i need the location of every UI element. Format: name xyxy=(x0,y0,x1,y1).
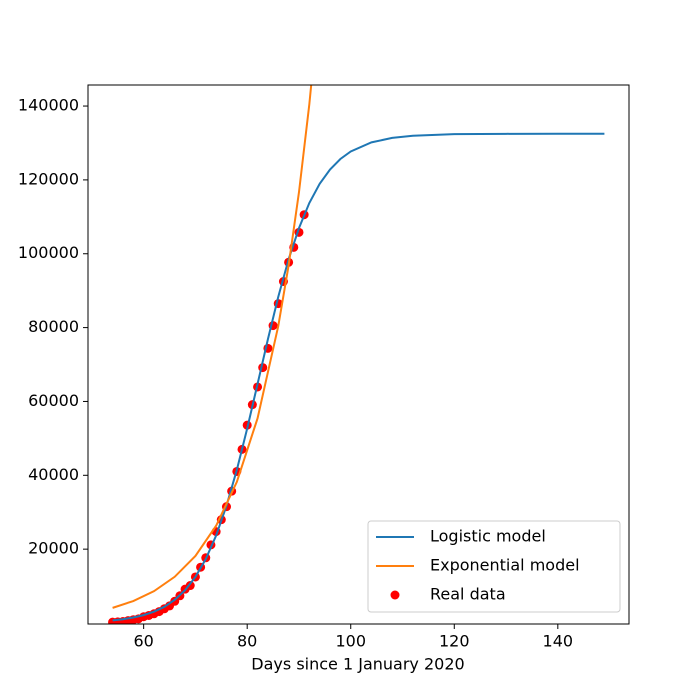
y-tick-label: 20000 xyxy=(28,539,79,558)
y-tick-label: 60000 xyxy=(28,391,79,410)
plot-area xyxy=(108,85,605,624)
legend-label: Real data xyxy=(430,585,506,604)
x-tick-label: 100 xyxy=(335,632,366,651)
y-tick-label: 120000 xyxy=(18,169,79,188)
y-tick-label: 80000 xyxy=(28,317,79,336)
x-tick-label: 120 xyxy=(439,632,470,651)
y-tick-label: 140000 xyxy=(18,96,79,115)
y-tick-label: 100000 xyxy=(18,243,79,262)
y-tick-label: 40000 xyxy=(28,465,79,484)
line-series xyxy=(112,132,605,622)
legend-marker xyxy=(390,590,400,600)
legend-label: Exponential model xyxy=(430,556,580,575)
legend-label: Logistic model xyxy=(430,527,546,546)
x-tick-label: 140 xyxy=(543,632,574,651)
line-series xyxy=(112,85,313,609)
legend-box xyxy=(367,520,621,613)
axes-frame xyxy=(87,84,630,625)
x-tick-label: 80 xyxy=(237,632,257,651)
x-axis-label: Days since 1 January 2020 xyxy=(251,655,464,674)
x-tick-label: 60 xyxy=(133,632,153,651)
